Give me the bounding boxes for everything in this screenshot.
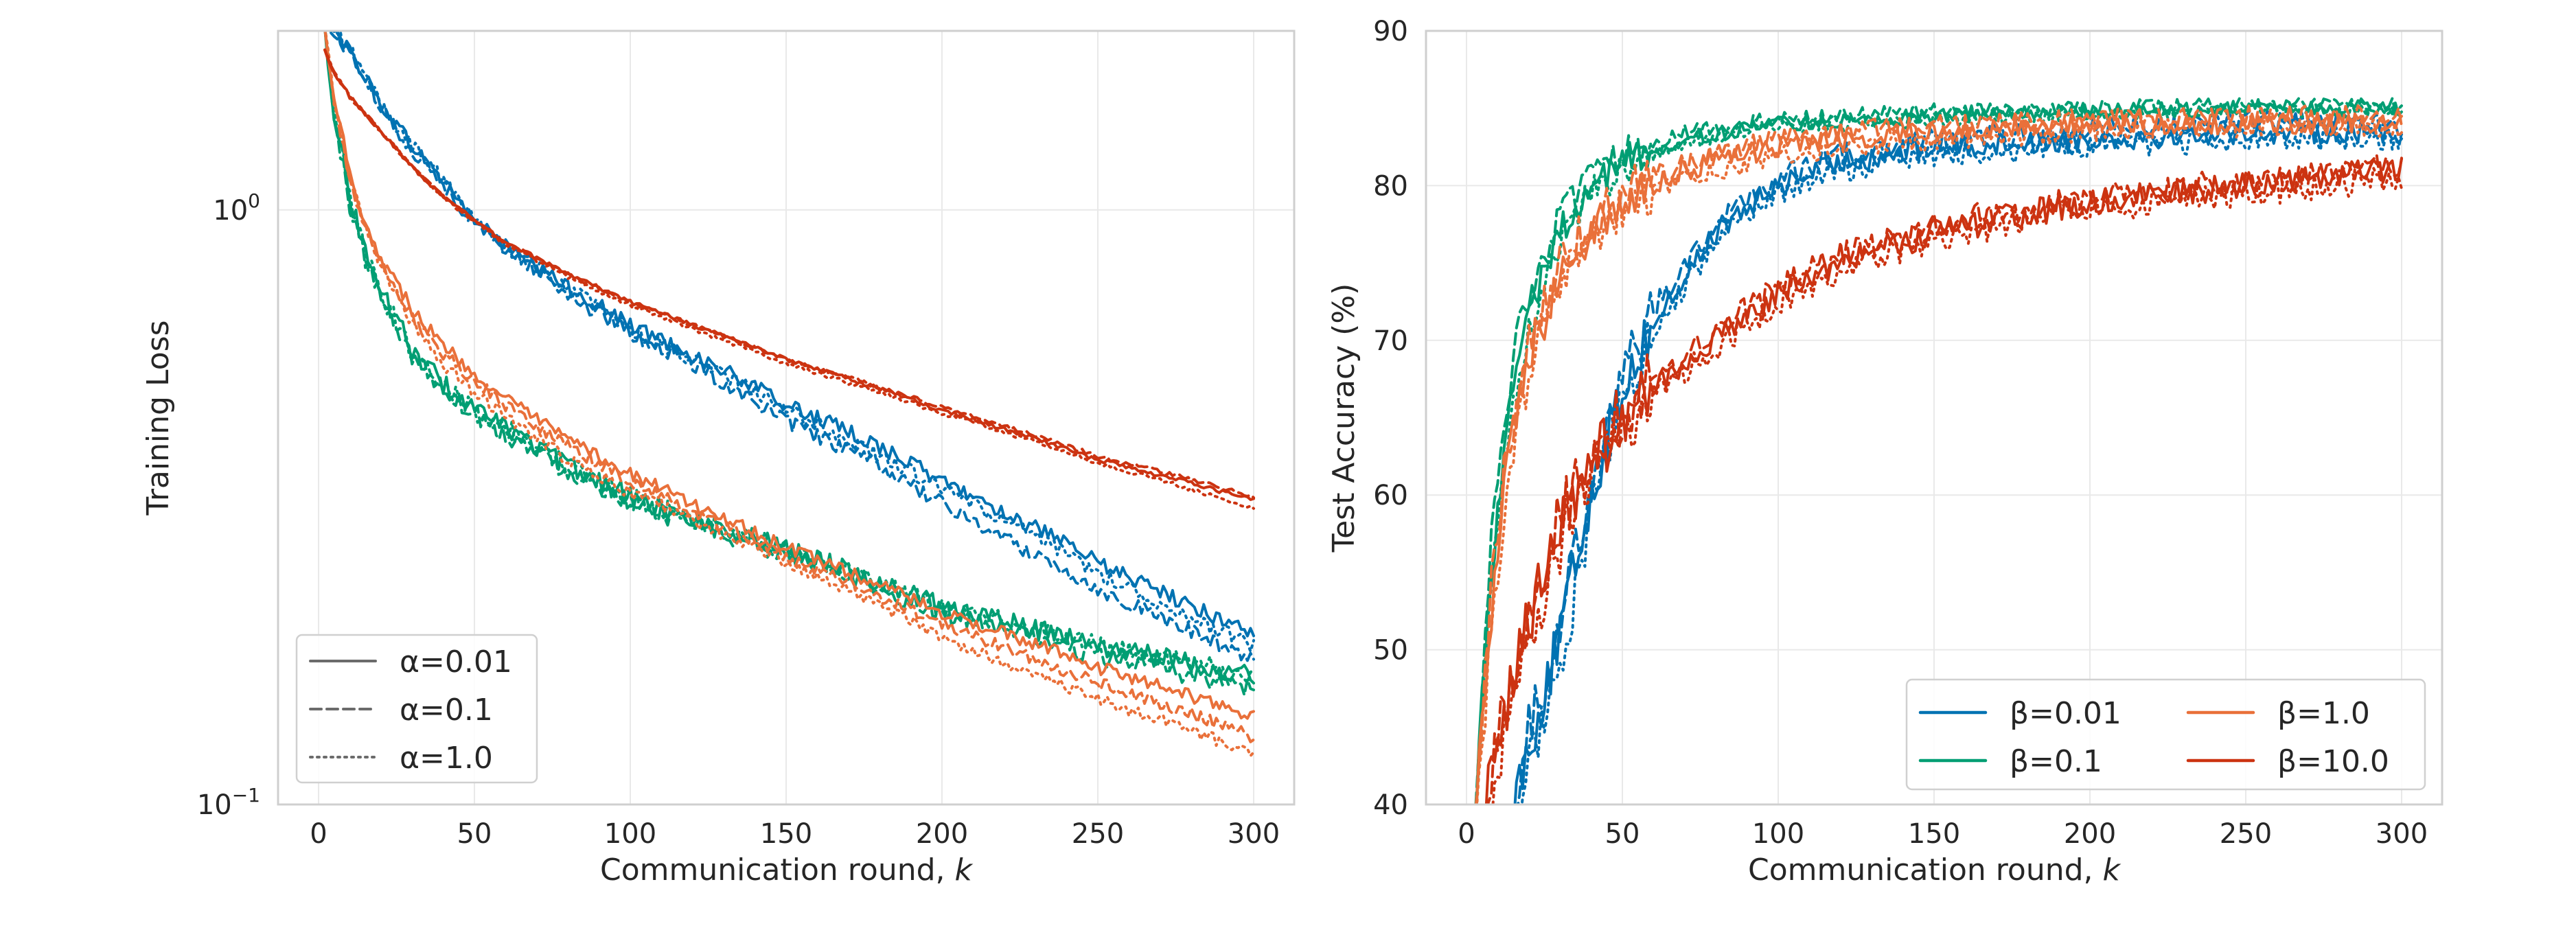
series-line-0-6 bbox=[323, 31, 1255, 720]
x-tick-label: 50 bbox=[1605, 818, 1640, 850]
legend-box bbox=[1905, 678, 2426, 791]
y-tick-label: 10−1 bbox=[197, 784, 260, 821]
series-line-0-5 bbox=[323, 31, 1255, 684]
legend-label: α=0.01 bbox=[400, 645, 512, 680]
x-tick-label: 300 bbox=[2376, 818, 2428, 850]
x-tick-label: 200 bbox=[916, 818, 968, 850]
y-tick-label: 100 bbox=[213, 189, 260, 227]
plot-frame bbox=[277, 30, 1296, 806]
test-accuracy-panel: 0 50 100 150 200 250 300 40 50 60 70 80 90 Communicat… bbox=[1326, 16, 2443, 888]
legend-label: β=0.01 bbox=[2010, 696, 2121, 731]
x-axis-label: Communication round, k bbox=[600, 853, 974, 888]
x-tick-label: 100 bbox=[1752, 818, 1804, 850]
series-line-1-9 bbox=[1484, 157, 2403, 804]
series-line-0-11 bbox=[323, 48, 1255, 510]
x-tick-label: 0 bbox=[1458, 818, 1475, 850]
x-tick-label: 50 bbox=[457, 818, 492, 850]
series-line-1-2 bbox=[1520, 126, 2403, 804]
y-tick-label: 80 bbox=[1373, 170, 1408, 202]
series-line-1-7 bbox=[1474, 104, 2403, 804]
legend-label: α=0.1 bbox=[400, 693, 493, 728]
x-tick-label: 0 bbox=[310, 818, 327, 850]
series-line-0-10 bbox=[323, 48, 1255, 499]
legend-label: α=1.0 bbox=[400, 741, 493, 776]
x-tick-label: 150 bbox=[1908, 818, 1960, 850]
training-loss-panel: 0 50 100 150 200 250 300 100 10−1 Communication r… bbox=[141, 30, 1296, 888]
x-tick-label: 150 bbox=[760, 818, 812, 850]
y-tick-label: 50 bbox=[1373, 635, 1408, 667]
x-tick-label: 200 bbox=[2064, 818, 2116, 850]
legend: α=0.01 α=0.1 α=1.0 bbox=[295, 634, 538, 784]
x-tick-label: 250 bbox=[1072, 818, 1124, 850]
x-axis-label: Communication round, k bbox=[1748, 853, 2121, 888]
y-axis-label: Test Accuracy (%) bbox=[1326, 283, 1361, 553]
x-tick-label: 300 bbox=[1228, 818, 1280, 850]
series-group bbox=[323, 31, 1255, 757]
series-line-0-0 bbox=[329, 31, 1255, 638]
series-line-0-2 bbox=[334, 31, 1255, 653]
y-tick-label: 40 bbox=[1373, 789, 1408, 821]
legend-label: β=1.0 bbox=[2277, 696, 2370, 731]
legend-label: β=10.0 bbox=[2277, 744, 2389, 779]
series-line-0-4 bbox=[323, 31, 1255, 697]
y-tick-label: 70 bbox=[1373, 325, 1408, 357]
x-tick-label: 100 bbox=[604, 818, 656, 850]
series-line-1-11 bbox=[1491, 166, 2403, 804]
series-line-0-8 bbox=[323, 31, 1255, 757]
series-line-0-9 bbox=[323, 48, 1255, 501]
series-line-1-10 bbox=[1486, 153, 2403, 804]
series-line-0-3 bbox=[323, 31, 1255, 685]
legend: β=0.01 β=0.1 β=1.0 β=10.0 bbox=[1905, 678, 2426, 791]
legend-box bbox=[295, 634, 538, 784]
y-axis-label: Training Loss bbox=[141, 320, 176, 515]
series-group bbox=[1474, 97, 2403, 804]
legend-label: β=0.1 bbox=[2010, 744, 2102, 779]
y-tick-label: 60 bbox=[1373, 480, 1408, 511]
y-tick-label: 90 bbox=[1373, 16, 1408, 47]
x-tick-label: 250 bbox=[2220, 818, 2272, 850]
plot-frame bbox=[1425, 30, 2443, 806]
